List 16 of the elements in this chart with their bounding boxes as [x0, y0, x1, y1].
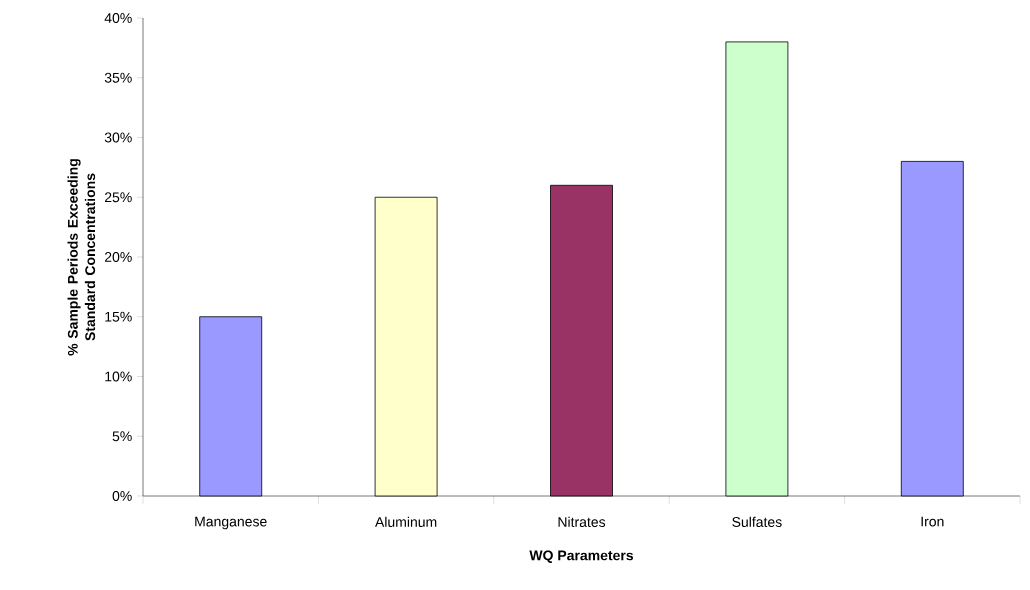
x-tick-label: Aluminum: [375, 516, 437, 527]
y-axis-title: % Sample Periods Exceeding Standard Concentrations: [67, 159, 96, 356]
y-tick-label: 15%: [105, 311, 132, 322]
y-tick-label: 5%: [112, 431, 132, 442]
y-tick-label: 10%: [105, 371, 132, 382]
y-tick-label: 25%: [104, 192, 132, 203]
x-axis-title: WQ Parameters: [529, 550, 634, 563]
x-tick-label: Manganese: [195, 516, 267, 530]
y-tick-label: 30%: [104, 132, 132, 143]
x-tick-label: Iron: [921, 516, 944, 527]
y-tick-label: 0%: [112, 491, 132, 501]
x-tick-label: Nitrates: [558, 516, 606, 527]
y-tick-label: 20%: [104, 252, 132, 262]
x-tick-label: Sulfates: [732, 516, 782, 527]
y-tick-label: 40%: [104, 13, 132, 23]
y-tick-label: 35%: [104, 72, 132, 83]
